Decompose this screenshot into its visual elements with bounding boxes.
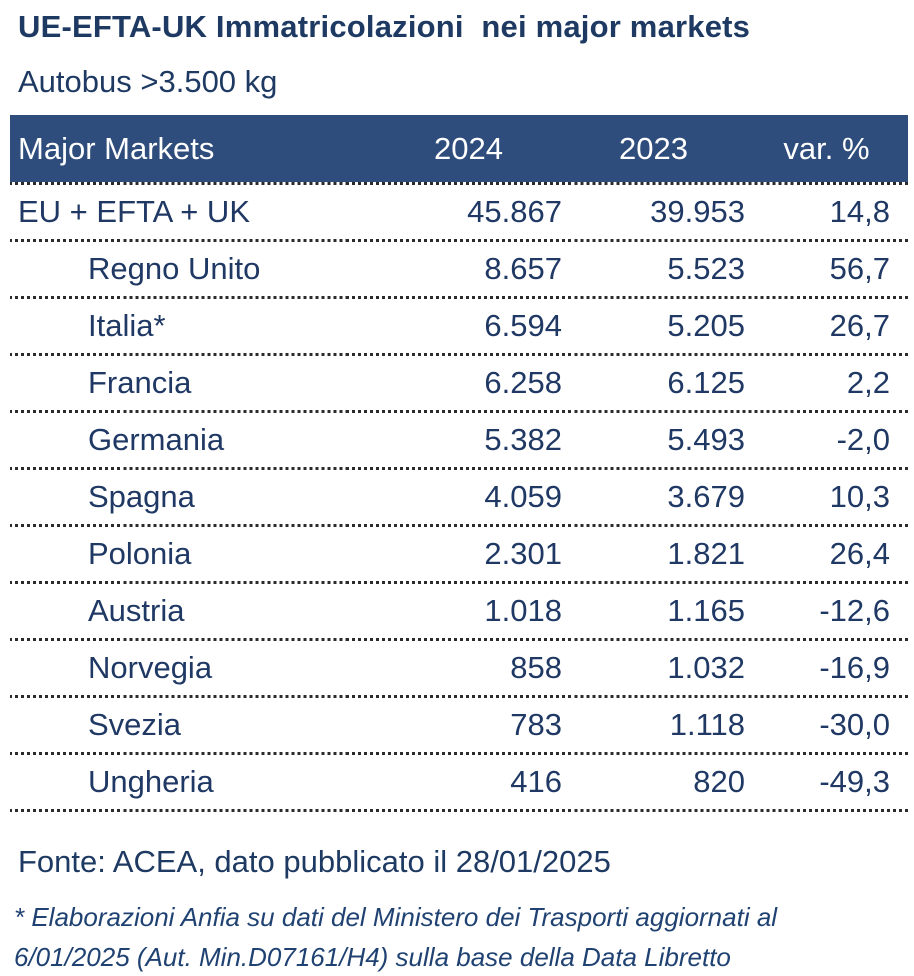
table-row: Svezia 783 1.118 -30,0 bbox=[10, 698, 908, 755]
table-row: Spagna 4.059 3.679 10,3 bbox=[10, 470, 908, 527]
major-markets-table: Major Markets 2024 2023 var. % EU + EFTA… bbox=[10, 115, 908, 812]
cell-var-pct: 56,7 bbox=[829, 251, 890, 286]
row-label: EU + EFTA + UK bbox=[18, 194, 251, 229]
cell-var-pct: 2,2 bbox=[846, 365, 890, 400]
cell-2023: 3.679 bbox=[667, 479, 745, 514]
row-label: Ungheria bbox=[88, 764, 214, 799]
row-label: Regno Unito bbox=[88, 251, 261, 286]
table-row: Regno Unito 8.657 5.523 56,7 bbox=[10, 242, 908, 299]
column-header-2024: 2024 bbox=[434, 130, 503, 166]
cell-2023: 5.493 bbox=[667, 422, 745, 457]
column-header-var-pct: var. % bbox=[783, 130, 870, 166]
footnote: * Elaborazioni Anfia su dati del Ministe… bbox=[14, 897, 914, 976]
cell-2023: 1.821 bbox=[667, 536, 745, 571]
row-label: Francia bbox=[88, 365, 192, 400]
row-label: Polonia bbox=[88, 536, 192, 571]
cell-2023: 5.523 bbox=[667, 251, 745, 286]
column-header-2023: 2023 bbox=[619, 130, 688, 166]
table-row: Ungheria 416 820 -49,3 bbox=[10, 755, 908, 812]
cell-var-pct: -30,0 bbox=[819, 707, 890, 742]
cell-2024: 4.059 bbox=[484, 479, 562, 514]
cell-2024: 416 bbox=[510, 764, 562, 799]
cell-var-pct: -16,9 bbox=[819, 650, 890, 685]
row-label: Austria bbox=[88, 593, 185, 628]
row-label: Spagna bbox=[88, 479, 195, 514]
table-row: Germania 5.382 5.493 -2,0 bbox=[10, 413, 908, 470]
cell-var-pct: 26,4 bbox=[829, 536, 890, 571]
cell-2024: 783 bbox=[510, 707, 562, 742]
row-label: Svezia bbox=[88, 707, 182, 742]
cell-2023: 1.118 bbox=[669, 707, 745, 742]
cell-var-pct: -2,0 bbox=[836, 422, 890, 457]
cell-var-pct: -49,3 bbox=[819, 764, 890, 799]
cell-2024: 45.867 bbox=[467, 194, 562, 229]
cell-2024: 1.018 bbox=[484, 593, 562, 628]
column-header-major-markets: Major Markets bbox=[18, 130, 215, 166]
table-row: Polonia 2.301 1.821 26,4 bbox=[10, 527, 908, 584]
cell-2023: 6.125 bbox=[667, 365, 745, 400]
cell-var-pct: 10,3 bbox=[829, 479, 890, 514]
table-row: Italia* 6.594 5.205 26,7 bbox=[10, 299, 908, 356]
table-row: Austria 1.018 1.165 -12,6 bbox=[10, 584, 908, 641]
cell-2024: 2.301 bbox=[484, 536, 562, 571]
page-subtitle: Autobus >3.500 kg bbox=[18, 64, 278, 99]
cell-2023: 39.953 bbox=[650, 194, 745, 229]
cell-2024: 858 bbox=[510, 650, 562, 685]
table-header-row: Major Markets 2024 2023 var. % bbox=[10, 115, 908, 185]
table-row: EU + EFTA + UK 45.867 39.953 14,8 bbox=[10, 185, 908, 242]
cell-2023: 5.205 bbox=[667, 308, 745, 343]
table-row: Francia 6.258 6.125 2,2 bbox=[10, 356, 908, 413]
row-label: Italia* bbox=[88, 308, 166, 343]
cell-2023: 820 bbox=[693, 764, 745, 799]
cell-2024: 6.594 bbox=[484, 308, 562, 343]
cell-var-pct: -12,6 bbox=[819, 593, 890, 628]
row-label: Germania bbox=[88, 422, 225, 457]
row-label: Norvegia bbox=[88, 650, 213, 685]
footnote-line-2: 6/01/2025 (Aut. Min.D07161/H4) sulla bas… bbox=[14, 942, 731, 972]
cell-2024: 6.258 bbox=[484, 365, 562, 400]
table-row: Norvegia 858 1.032 -16,9 bbox=[10, 641, 908, 698]
cell-2024: 5.382 bbox=[484, 422, 562, 457]
cell-2024: 8.657 bbox=[484, 251, 562, 286]
source-line: Fonte: ACEA, dato pubblicato il 28/01/20… bbox=[18, 844, 611, 879]
page-title: UE-EFTA-UK Immatricolazioni nei major ma… bbox=[18, 9, 751, 44]
cell-2023: 1.032 bbox=[667, 650, 745, 685]
cell-2023: 1.165 bbox=[667, 593, 745, 628]
footnote-line-1: * Elaborazioni Anfia su dati del Ministe… bbox=[14, 902, 778, 932]
table-body: EU + EFTA + UK 45.867 39.953 14,8 Regno … bbox=[10, 185, 908, 812]
cell-var-pct: 26,7 bbox=[829, 308, 890, 343]
cell-var-pct: 14,8 bbox=[829, 194, 890, 229]
